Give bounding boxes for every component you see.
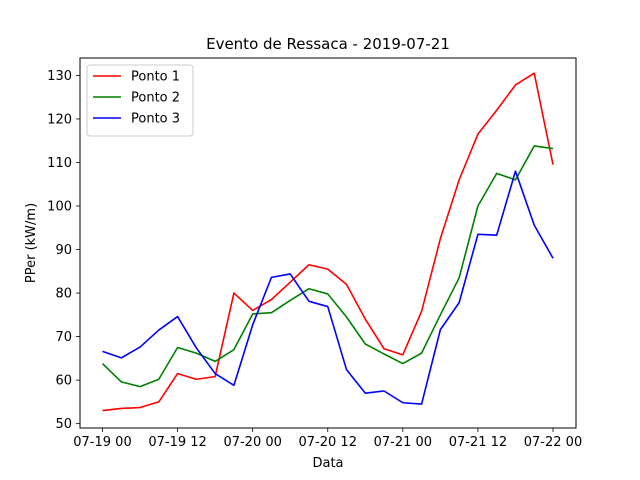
y-tick-label: 60 [55, 374, 72, 389]
y-tick-label: 110 [47, 156, 72, 171]
x-tick-label: 07-21 12 [449, 435, 507, 450]
y-tick-label: 120 [47, 112, 72, 127]
x-tick-label: 07-22 00 [524, 435, 582, 450]
series-line-1 [102, 72, 554, 412]
legend-label: Ponto 3 [131, 112, 180, 127]
series-line-2 [101, 145, 554, 388]
chart-title: Evento de Ressaca - 2019-07-21 [206, 35, 450, 53]
y-tick-label: 50 [55, 417, 72, 432]
y-axis: 50 60 70 80 90 100 110 120 130 [47, 69, 80, 432]
y-tick-label: 80 [55, 287, 72, 302]
y-tick-label: 100 [47, 200, 72, 215]
x-tick-label: 07-20 00 [223, 435, 281, 450]
legend: Ponto 1 Ponto 2 Ponto 3 [86, 64, 194, 137]
x-axis: 07-19 00 07-19 12 07-20 00 07-20 12 07-21 00… [73, 428, 582, 450]
y-axis-label: PPer (kW/m) [24, 203, 39, 283]
x-tick-label: 07-19 12 [148, 435, 206, 450]
x-tick-label: 07-21 00 [374, 435, 432, 450]
legend-label: Ponto 2 [131, 91, 180, 106]
y-tick-label: 70 [55, 330, 72, 345]
y-tick-label: 90 [55, 243, 72, 258]
series-layer [101, 72, 554, 412]
x-tick-label: 07-20 12 [299, 435, 357, 450]
series-line-3 [102, 170, 554, 405]
plot-frame [79, 57, 577, 429]
legend-label: Ponto 1 [131, 70, 180, 85]
x-axis-label: Data [312, 456, 343, 471]
y-tick-label: 130 [47, 69, 72, 84]
x-tick-label: 07-19 00 [73, 435, 131, 450]
